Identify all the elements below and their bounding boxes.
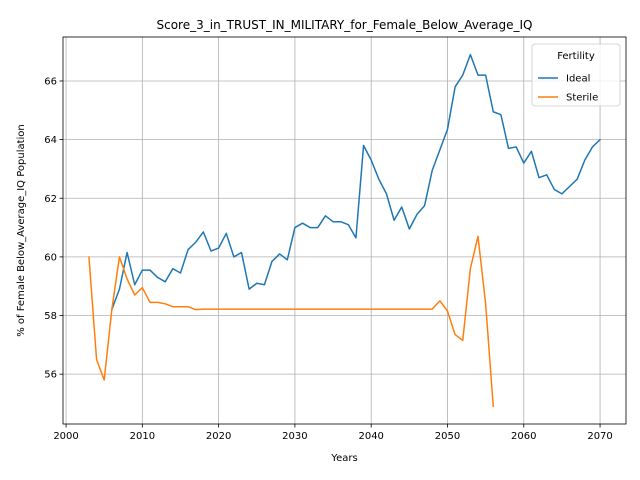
x-tick-label: 2030 xyxy=(282,431,307,442)
legend-label-sterile: Sterile xyxy=(566,93,598,104)
axis-ticks: 2000 2010 2020 2030 2040 2050 2060 2070 56 58 60 62… xyxy=(44,76,613,442)
x-tick-label: 2040 xyxy=(358,431,383,442)
x-tick-label: 2020 xyxy=(206,431,231,442)
series-line-ideal xyxy=(111,53,601,311)
y-tick-label: 64 xyxy=(44,135,57,146)
legend-title: Fertility xyxy=(557,51,595,62)
y-tick-label: 62 xyxy=(44,194,57,205)
y-tick-label: 66 xyxy=(44,76,57,87)
chart-title: Score_3_in_TRUST_IN_MILITARY_for_Female_… xyxy=(157,18,533,32)
x-tick-label: 2010 xyxy=(130,431,155,442)
y-tick-label: 60 xyxy=(44,252,57,263)
x-axis-label: Years xyxy=(330,453,357,464)
series-lines xyxy=(88,53,601,408)
y-tick-label: 58 xyxy=(44,311,57,322)
y-tick-label: 56 xyxy=(44,370,57,381)
legend: Fertility Ideal Sterile xyxy=(531,43,621,107)
series-line-sterile xyxy=(88,235,495,408)
x-tick-label: 2070 xyxy=(587,431,612,442)
legend-box xyxy=(531,43,621,107)
legend-label-ideal: Ideal xyxy=(566,74,590,85)
x-tick-label: 2050 xyxy=(435,431,460,442)
x-tick-label: 2060 xyxy=(511,431,536,442)
y-axis-label: % of Female Below_Average_IQ Population xyxy=(16,124,27,337)
legend-entries: Ideal Sterile xyxy=(538,74,598,104)
plot-frame xyxy=(62,36,627,425)
x-tick-label: 2000 xyxy=(53,431,78,442)
